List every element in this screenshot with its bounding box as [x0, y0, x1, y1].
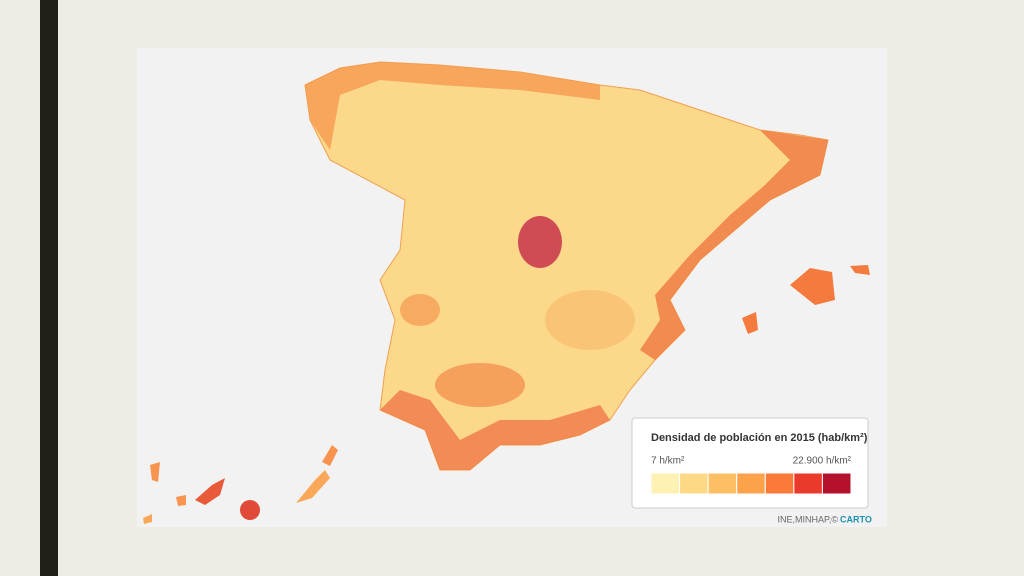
legend-max: 22.900 h/km² [793, 456, 852, 467]
gran-canaria [240, 500, 260, 520]
tenerife [195, 478, 225, 505]
legend-swatch [736, 472, 766, 495]
extremadura [400, 294, 440, 326]
south-coast [380, 390, 610, 470]
legend-swatch [764, 472, 795, 495]
fuerteventura [296, 470, 330, 503]
mallorca [790, 268, 835, 305]
legend-min: 7 h/km² [651, 456, 685, 467]
attribution-brand: CARTO [840, 514, 872, 524]
map [143, 61, 870, 524]
canary-3 [143, 514, 152, 524]
madrid [518, 216, 562, 268]
north-coast [305, 62, 600, 150]
menorca [850, 265, 870, 275]
legend-swatch [707, 472, 738, 495]
legend-swatch [793, 472, 823, 495]
legend-title: Densidad de población en 2015 (hab/km²) [651, 432, 868, 444]
andalusia [435, 363, 525, 407]
legend-swatches [650, 472, 852, 495]
center-east [545, 290, 635, 350]
legend-swatch [679, 472, 709, 495]
legend-swatch [821, 472, 852, 495]
ibiza [742, 312, 758, 334]
lanzarote [322, 445, 338, 466]
canary-2 [176, 495, 186, 506]
canary-1 [150, 462, 160, 482]
accent-bar [40, 0, 58, 576]
attribution: INE,MINHAP,© [778, 514, 839, 524]
legend-swatch [650, 472, 681, 495]
east-coast [640, 130, 828, 360]
